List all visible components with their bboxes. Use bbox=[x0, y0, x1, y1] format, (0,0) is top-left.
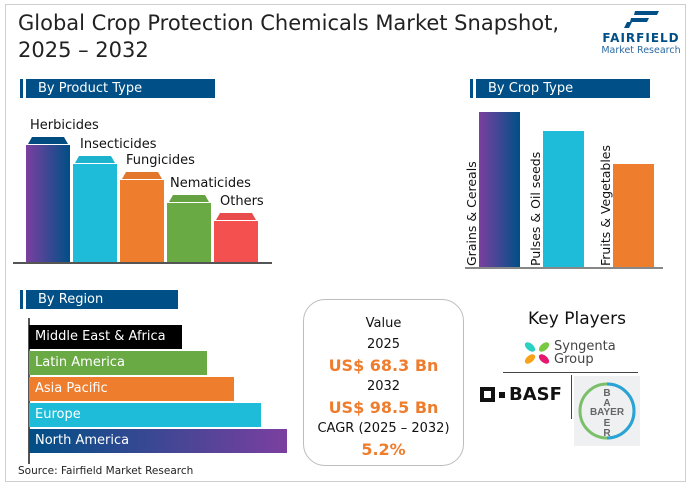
logo-sub: Market Research bbox=[601, 45, 681, 56]
divider-h bbox=[503, 372, 638, 373]
region-axis bbox=[28, 318, 30, 464]
key-players-title: Key Players bbox=[528, 309, 626, 329]
product-bar-cap bbox=[122, 172, 162, 179]
frame bbox=[5, 4, 686, 482]
crop-bar bbox=[543, 131, 584, 268]
product-axis bbox=[13, 262, 272, 264]
basf-dot-icon bbox=[499, 391, 505, 398]
crop-bar bbox=[613, 164, 654, 268]
product-label: Nematicides bbox=[170, 176, 251, 191]
product-type-header: By Product Type bbox=[20, 79, 215, 98]
basf-text: BASF bbox=[509, 384, 562, 405]
syngenta-logo: Syngenta Group bbox=[523, 340, 616, 366]
syngenta-line2: Group bbox=[554, 352, 594, 367]
product-bar bbox=[214, 221, 258, 262]
crop-label: Fruits & Vegetables bbox=[598, 145, 613, 266]
cagr-label: CAGR (2025 – 2032) bbox=[317, 421, 450, 436]
product-bar-cap bbox=[169, 195, 209, 202]
crop-axis bbox=[465, 267, 663, 269]
syngenta-line1: Syngenta bbox=[554, 339, 616, 354]
region-header: By Region bbox=[20, 290, 178, 309]
year-2032: 2032 bbox=[366, 379, 401, 394]
logo-mark-icon bbox=[624, 11, 659, 28]
region-bar: North America bbox=[29, 429, 287, 453]
region-label: Asia Pacific bbox=[35, 381, 108, 396]
product-bar bbox=[120, 180, 164, 262]
crop-label: Grains & Cereals bbox=[464, 161, 479, 266]
product-label: Others bbox=[220, 194, 264, 209]
year-2025: 2025 bbox=[366, 337, 401, 352]
basf-square-icon bbox=[480, 387, 495, 402]
syngenta-leaf-icon bbox=[524, 342, 550, 364]
crop-label: Pulses & Oil seeds bbox=[528, 151, 543, 266]
product-label: Fungicides bbox=[126, 153, 195, 168]
value-label: Value bbox=[365, 316, 402, 331]
source-note: Source: Fairfield Market Research bbox=[18, 465, 194, 477]
product-label: Herbicides bbox=[30, 118, 99, 133]
region-label: Middle East & Africa bbox=[35, 329, 166, 344]
svg-text:A: A bbox=[603, 398, 610, 409]
page-title: Global Crop Protection Chemicals Market … bbox=[18, 11, 560, 62]
crop-bar bbox=[479, 112, 520, 268]
region-label: North America bbox=[35, 433, 130, 448]
product-bar-cap bbox=[28, 137, 68, 144]
region-bar: Middle East & Africa bbox=[29, 325, 182, 349]
cagr-value: 5.2% bbox=[361, 440, 406, 459]
region-label: Europe bbox=[35, 407, 81, 422]
crop-type-header: By Crop Type bbox=[470, 79, 650, 98]
divider-v bbox=[571, 375, 572, 419]
value-2025: US$ 68.3 Bn bbox=[328, 356, 439, 375]
value-2032: US$ 98.5 Bn bbox=[328, 398, 439, 417]
svg-text:E: E bbox=[604, 418, 611, 429]
region-bar: Asia Pacific bbox=[29, 377, 234, 401]
product-bar bbox=[26, 145, 70, 262]
svg-text:R: R bbox=[603, 428, 611, 439]
region-bar: Europe bbox=[29, 403, 261, 427]
region-bar: Latin America bbox=[29, 351, 207, 375]
svg-text:BAYER: BAYER bbox=[590, 407, 625, 418]
logo-name: FAIRFIELD bbox=[602, 31, 680, 45]
product-bar-cap bbox=[216, 213, 256, 220]
bayer-cross-icon: BA BAYER ER bbox=[578, 382, 636, 440]
basf-logo: BASF bbox=[480, 384, 562, 405]
product-bar-cap bbox=[75, 156, 115, 163]
svg-text:B: B bbox=[603, 388, 610, 399]
product-bar bbox=[73, 164, 117, 262]
value-box: Value 2025 US$ 68.3 Bn 2032 US$ 98.5 Bn … bbox=[303, 299, 464, 466]
product-label: Insecticides bbox=[80, 137, 157, 152]
fairfield-logo: FAIRFIELD Market Research bbox=[598, 10, 684, 56]
product-bar bbox=[167, 203, 211, 262]
region-label: Latin America bbox=[35, 355, 125, 370]
